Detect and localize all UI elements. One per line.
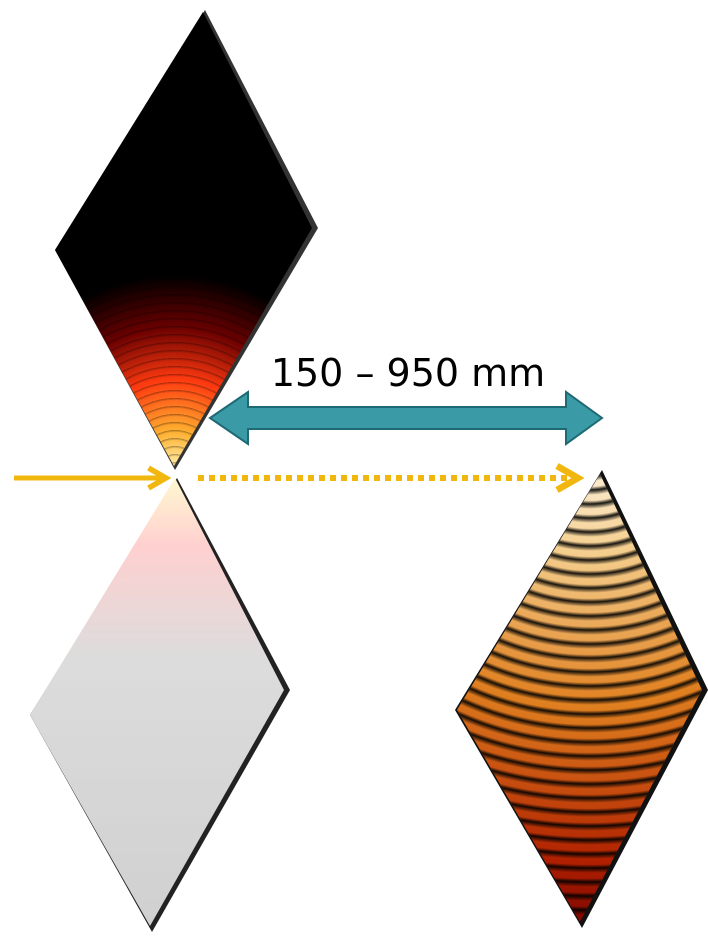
reflection-diamond xyxy=(30,478,284,926)
top-diamond-rings xyxy=(55,12,312,466)
right-diamond-rings xyxy=(457,474,702,922)
page: {"distance_label": "150 – 950 mm"} xyxy=(0,0,708,937)
distance-arrow xyxy=(210,392,602,444)
distance-label: 150 – 950 mm xyxy=(271,351,545,395)
diagram: 150 – 950 mm xyxy=(0,0,708,937)
